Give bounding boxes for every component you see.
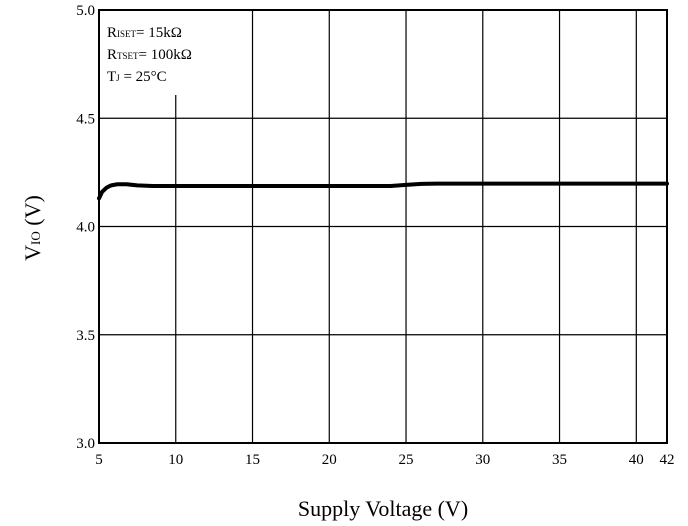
x-tick-label: 15 <box>245 452 260 468</box>
x-tick-label: 30 <box>475 452 490 468</box>
y-tick-label: 4.0 <box>76 220 95 236</box>
tick-labels: 5 10 15 20 25 30 35 40 42 3.0 3.5 4.0 4.5 5.0 <box>76 3 674 468</box>
y-tick-label: 5.0 <box>76 3 95 19</box>
annotation-rest: = 15kΩ <box>136 25 182 41</box>
y-axis-title-sub: IO <box>28 231 43 245</box>
y-tick-label: 4.5 <box>76 111 95 127</box>
annotation-line: RTSET= 100kΩ <box>107 47 192 63</box>
x-tick-label: 42 <box>660 452 675 468</box>
annotation-rest: = 100kΩ <box>139 47 192 63</box>
annotation-sub: ISET <box>117 29 137 39</box>
annotation-background <box>100 11 246 95</box>
y-tick-label: 3.5 <box>76 328 95 344</box>
x-tick-label: 35 <box>552 452 567 468</box>
annotation-rest: = 25°C <box>120 69 167 85</box>
y-axis-title-main: V <box>20 245 45 261</box>
x-tick-label: 20 <box>322 452 337 468</box>
x-tick-label: 40 <box>629 452 644 468</box>
annotation-main: R <box>107 25 117 41</box>
series-layer <box>97 181 669 201</box>
annotation-sub: J <box>116 73 120 83</box>
y-tick-label: 3.0 <box>76 436 95 452</box>
grid-lines <box>99 10 667 443</box>
series-line-0 <box>97 181 669 201</box>
x-tick-label: 5 <box>95 452 103 468</box>
annotation-main: R <box>107 47 117 63</box>
plot-frame <box>98 9 668 444</box>
annotation-line: TJ = 25°C <box>107 69 167 85</box>
x-tick-label: 25 <box>399 452 414 468</box>
annotation-line: RISET= 15kΩ <box>107 25 182 41</box>
y-axis-title: VIO (V) <box>20 195 45 261</box>
annotation-sub: TSET <box>117 51 139 61</box>
annotation-main: T <box>107 69 116 85</box>
x-axis-title: Supply Voltage (V) <box>298 496 468 521</box>
x-tick-label: 10 <box>168 452 183 468</box>
y-axis-title-rest: (V) <box>20 195 45 231</box>
